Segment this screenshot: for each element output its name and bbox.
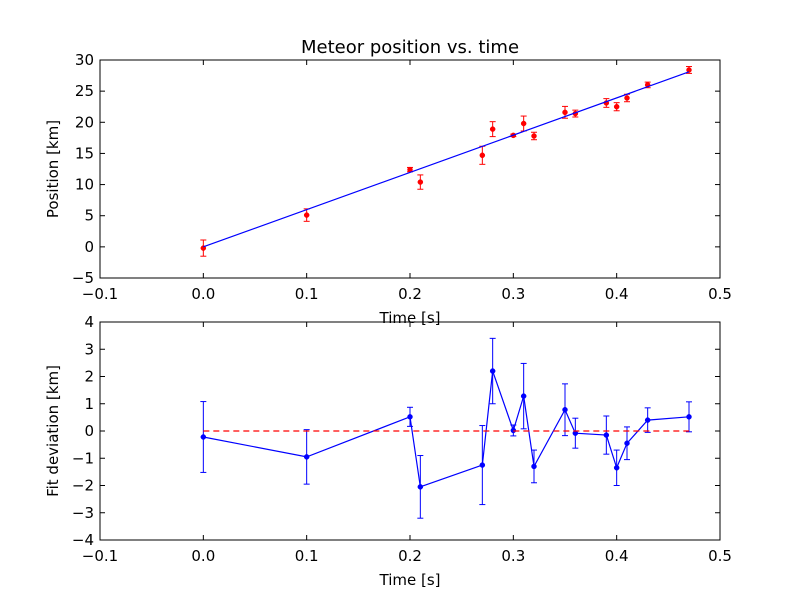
data-point [303, 212, 310, 218]
data-point [624, 440, 630, 447]
position-plot-marks [200, 66, 692, 257]
position-plot: −0.1 0.0 0.1 0.2 0.3 0.4 0.5 −5 0 5 10 15 20 25 30 Met… [44, 37, 732, 327]
deviation-plot-y-tick-label: −4 [72, 531, 94, 549]
data-point [603, 432, 610, 438]
position-plot-x-tick-label: 0.0 [191, 285, 215, 303]
data-point [562, 109, 568, 116]
fit-line [203, 71, 690, 248]
position-plot-y-tick-label: 15 [75, 144, 94, 162]
position-plot-x-tick-label: −0.1 [82, 285, 118, 303]
deviation-plot-x-tick-label: −0.1 [82, 547, 118, 565]
data-point [417, 179, 424, 185]
data-point [520, 120, 527, 127]
data-point [489, 126, 496, 132]
deviation-plot-y-tick-label: −2 [72, 477, 94, 495]
position-plot-y-tick-label: 0 [84, 238, 94, 256]
position-plot-y-tick-label: −5 [72, 269, 94, 287]
deviation-plot: −0.1 0.0 0.1 0.2 0.3 0.4 0.5 −4 −3 −2 −1 0 1 2 3 4 Time… [44, 313, 732, 589]
deviation-plot-x-tick-label: 0.2 [398, 547, 422, 565]
deviation-plot-y-tick-label: 2 [84, 368, 94, 386]
data-point [520, 393, 527, 399]
data-point [200, 434, 207, 440]
deviation-plot-x-tick-label: 0.0 [191, 547, 215, 565]
data-point [613, 103, 620, 110]
position-plot-x-tick-label: 0.1 [295, 285, 319, 303]
position-plot-x-tick-label: 0.4 [605, 285, 629, 303]
position-plot-y-tick-label: 20 [75, 113, 94, 131]
position-plot-x-tick-label: 0.2 [398, 285, 422, 303]
deviation-plot-marks [200, 337, 692, 519]
data-point [489, 368, 496, 374]
position-plot-y-tick-label: 10 [75, 176, 94, 194]
position-plot-x-tick-label: 0.5 [708, 285, 732, 303]
deviation-plot-y-axis-label: Fit deviation [km] [44, 365, 62, 497]
data-point [479, 462, 486, 468]
data-point [624, 95, 630, 101]
data-point [686, 67, 692, 73]
deviation-plot-y-tick-label: 0 [84, 422, 94, 440]
data-point [686, 414, 692, 420]
deviation-plot-y-tick-label: 1 [84, 395, 94, 413]
position-plot-y-tick-label: 25 [75, 82, 94, 100]
data-point [644, 417, 651, 423]
position-plot-title: Meteor position vs. time [301, 37, 519, 58]
position-plot-x-tick-label: 0.3 [501, 285, 525, 303]
data-point [417, 484, 424, 490]
deviation-plot-x-tick-label: 0.4 [605, 547, 629, 565]
position-plot-y-axis-label: Position [km] [44, 120, 62, 218]
data-point [531, 133, 537, 139]
deviation-plot-x-tick-label: 0.1 [295, 547, 319, 565]
deviation-plot-y-tick-label: −3 [72, 504, 94, 522]
data-point [479, 152, 486, 159]
data-point [531, 463, 537, 470]
data-point [303, 454, 310, 460]
position-plot-y-tick-label: 30 [75, 51, 94, 69]
data-point [562, 406, 568, 413]
position-plot-ticks: −0.1 0.0 0.1 0.2 0.3 0.4 0.5 −5 0 5 10 15 20 25 30 [72, 51, 732, 303]
deviation-plot-x-axis-label: Time [s] [379, 571, 441, 589]
deviation-plot-y-tick-label: 3 [84, 340, 94, 358]
data-point [407, 414, 413, 420]
position-plot-y-tick-label: 5 [84, 207, 94, 225]
deviation-plot-ticks: −0.1 0.0 0.1 0.2 0.3 0.4 0.5 −4 −3 −2 −1 0 1 2 3 4 [72, 313, 732, 565]
deviation-plot-x-tick-label: 0.3 [501, 547, 525, 565]
deviation-plot-y-tick-label: 4 [84, 313, 94, 331]
data-point [613, 465, 620, 471]
deviation-plot-x-tick-label: 0.5 [708, 547, 732, 565]
deviation-plot-y-tick-label: −1 [72, 449, 94, 467]
